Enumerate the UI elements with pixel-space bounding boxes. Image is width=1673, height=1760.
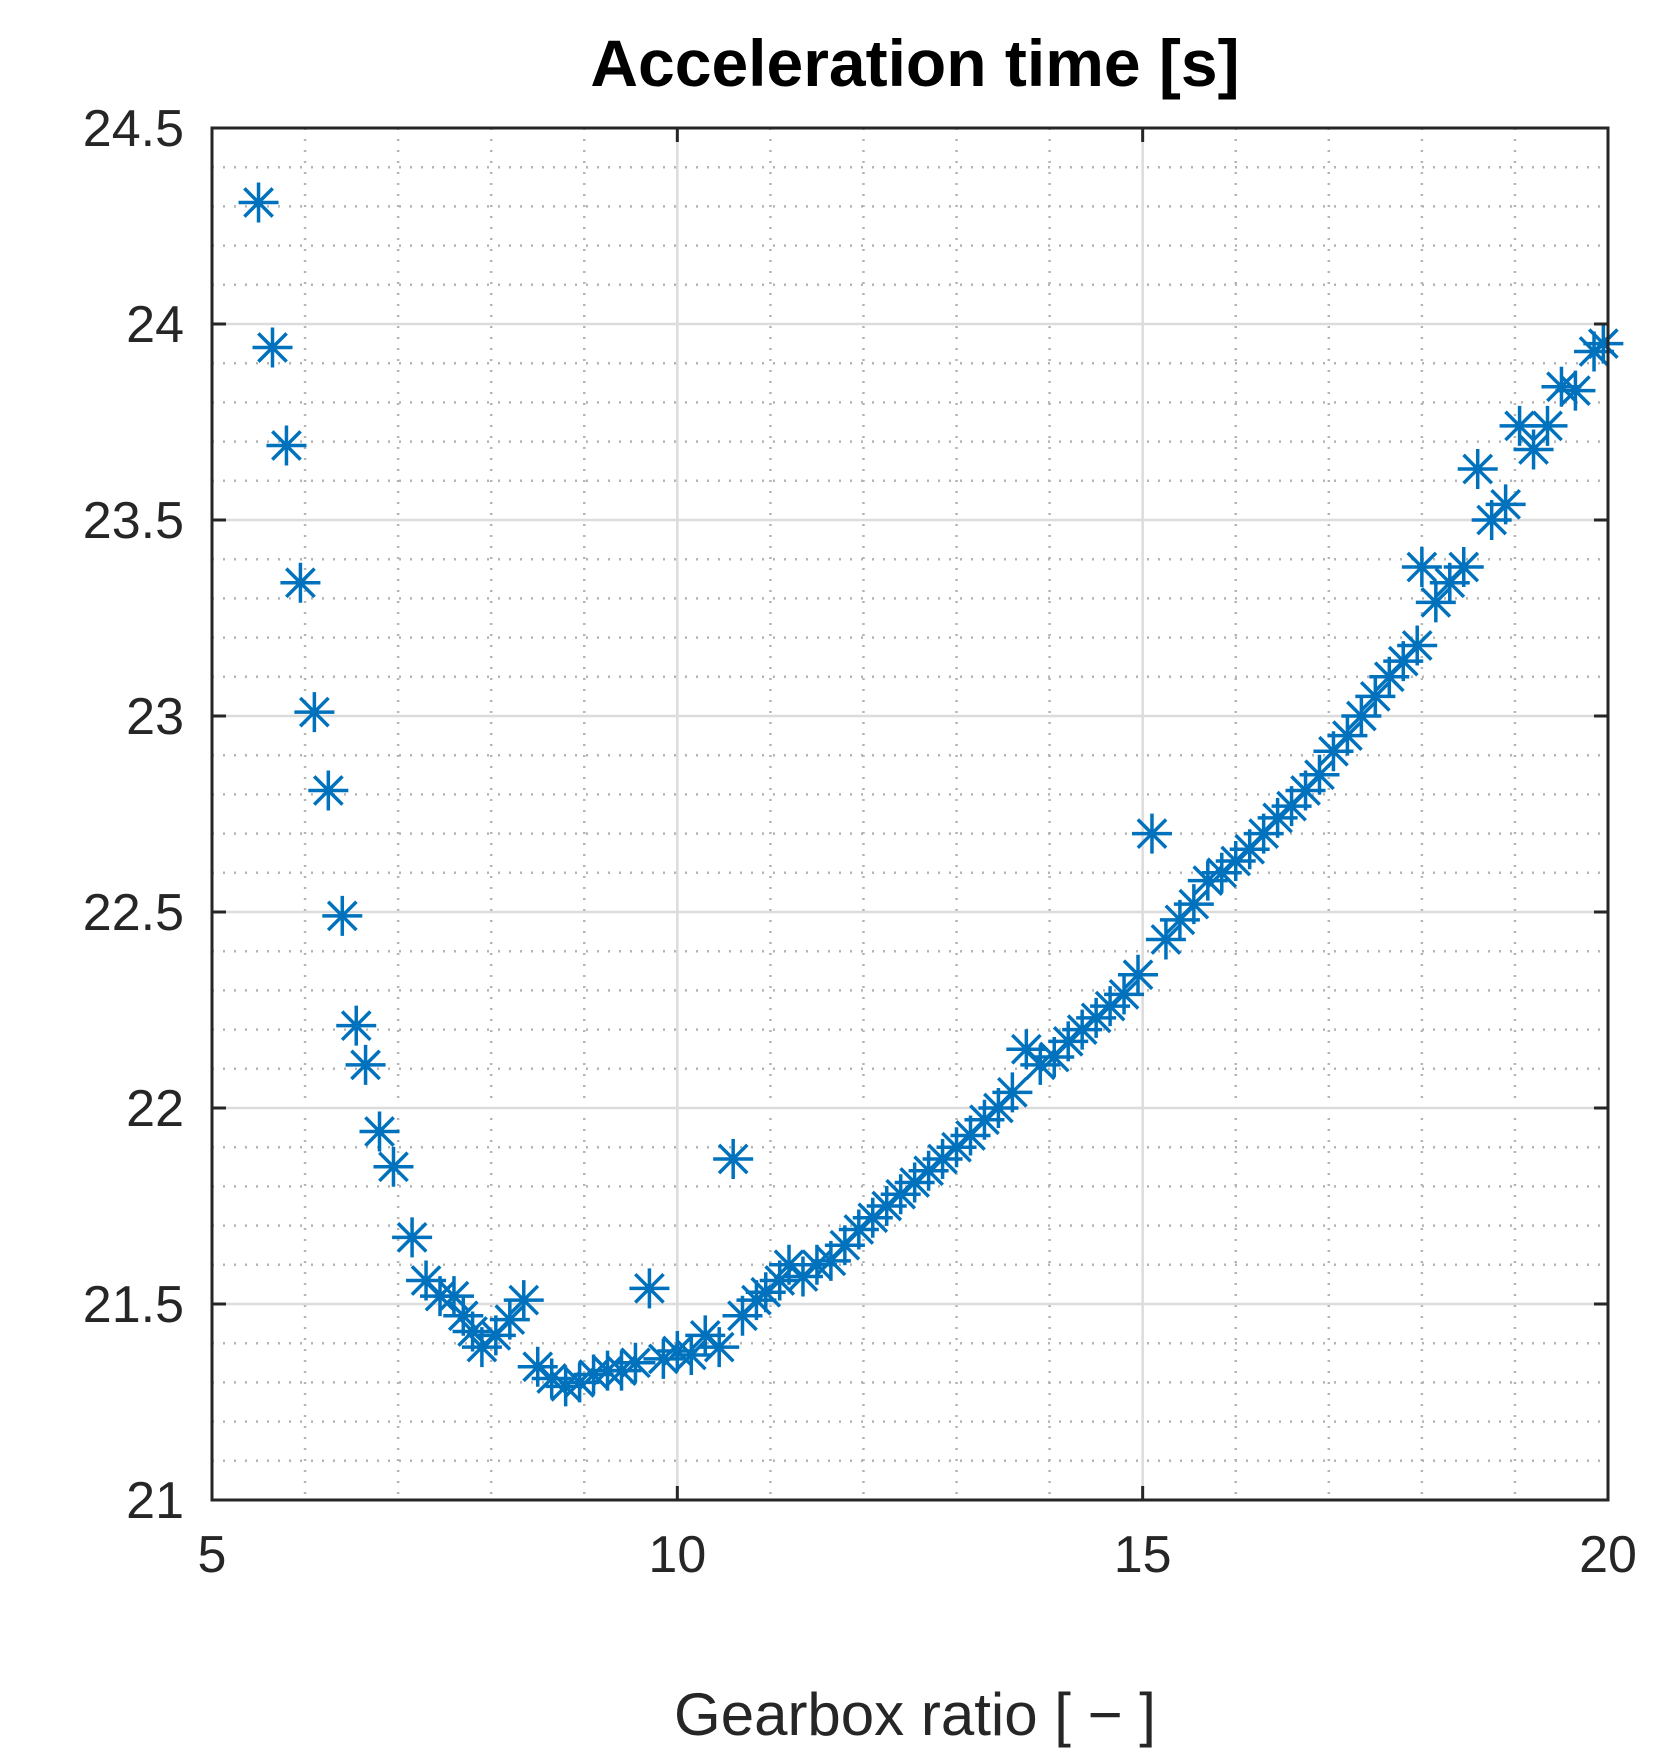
data-point-marker [1415,582,1456,623]
data-point-marker [503,1280,544,1321]
data-point-marker [452,1311,493,1352]
data-point-marker [443,1295,484,1336]
data-point-marker [1429,562,1470,603]
data-point-marker [1485,484,1526,525]
data-point-marker [392,1217,433,1258]
data-point-marker [1401,547,1442,588]
y-tick-label: 24 [126,296,184,354]
major-gridlines [212,128,1608,1500]
data-point-marker [1313,731,1354,772]
data-point-marker [252,327,293,368]
x-axis-label: Gearbox ratio [ − ] [674,1681,1156,1748]
data-point-marker [1527,405,1568,446]
data-point-marker [475,1315,516,1356]
y-tick-label: 22 [126,1080,184,1138]
x-tick-labels: 5 10 15 20 [198,1526,1637,1584]
y-tick-label: 21.5 [83,1276,184,1334]
data-point-marker [1229,829,1270,870]
data-point-marker [1327,715,1368,756]
data-point-marker [1383,641,1424,682]
data-point-marker [1187,860,1228,901]
y-tick-label: 23 [126,688,184,746]
data-point-marker [1173,884,1214,925]
data-point-marker [643,1338,684,1379]
data-point-marker [824,1225,865,1266]
data-point-marker [1299,754,1340,795]
data-point-marker [1145,919,1186,960]
data-point-marker [336,1005,377,1046]
data-point-marker [1513,429,1554,470]
data-point-marker [713,1138,754,1179]
data-point-marker [280,562,321,603]
data-point-marker [308,770,349,811]
data-point-marker [1104,974,1145,1015]
data-point-marker [1006,1029,1047,1070]
data-point-marker [1271,786,1312,827]
data-point-marker [238,182,279,223]
data-point-marker [359,1111,400,1152]
data-point-marker [531,1358,572,1399]
data-point-marker [1118,954,1159,995]
y-tick-labels: 21 21.5 22 22.5 23 23.5 24 24.5 [83,100,184,1530]
data-point-marker [1397,625,1438,666]
x-tick-label: 10 [648,1526,706,1584]
data-point-marker [759,1260,800,1301]
data-point-marker [1243,813,1284,854]
data-point-marker [545,1366,586,1407]
data-point-marker [1020,1044,1061,1085]
data-point-marker [601,1350,642,1391]
data-point-marker [1369,656,1410,697]
data-point-marker [1541,366,1582,407]
data-point-marker [559,1362,600,1403]
data-point-marker [1285,770,1326,811]
data-point-marker [699,1327,740,1368]
data-point-marker [1341,696,1382,736]
data-point-marker [810,1240,851,1281]
data-point-marker [1499,405,1540,446]
x-tick-label: 15 [1114,1526,1172,1584]
data-point-marker [1555,370,1596,411]
y-tick-label: 24.5 [83,100,184,158]
data-point-marker [406,1260,447,1301]
data-markers [238,182,1624,1407]
data-point-marker [950,1115,991,1156]
data-point-marker [992,1072,1033,1113]
data-point-marker [433,1276,474,1317]
data-point-marker [1583,323,1624,364]
data-point-marker [266,425,307,466]
data-point-marker [322,895,363,936]
data-point-marker [615,1342,656,1383]
data-point-marker [573,1354,614,1395]
chart-title: Acceleration time [s] [590,26,1239,100]
tick-marks [210,126,1610,1502]
data-point-marker [796,1244,837,1285]
data-point-marker [671,1334,712,1375]
data-point-marker [1443,547,1484,588]
data-point-marker [978,1088,1019,1128]
data-point-marker [722,1295,763,1336]
plot-area-border [210,126,1610,1502]
data-point-marker [1131,813,1172,854]
data-point-marker [489,1299,530,1340]
data-point-marker [1034,1037,1075,1078]
data-point-marker [657,1331,698,1372]
data-point-marker [294,692,335,733]
y-tick-label: 21 [126,1472,184,1530]
x-tick-label: 20 [1579,1526,1637,1584]
y-tick-label: 23.5 [83,492,184,550]
data-point-marker [345,1044,386,1085]
minor-gridlines [212,128,1608,1500]
data-point-marker [629,1268,670,1309]
data-point-marker [1471,500,1512,540]
data-point-marker [1457,449,1498,490]
x-tick-label: 5 [198,1526,227,1584]
y-tick-label: 22.5 [83,884,184,942]
data-point-marker [373,1146,414,1187]
data-point-marker [1159,899,1200,940]
data-point-marker [1355,676,1396,717]
